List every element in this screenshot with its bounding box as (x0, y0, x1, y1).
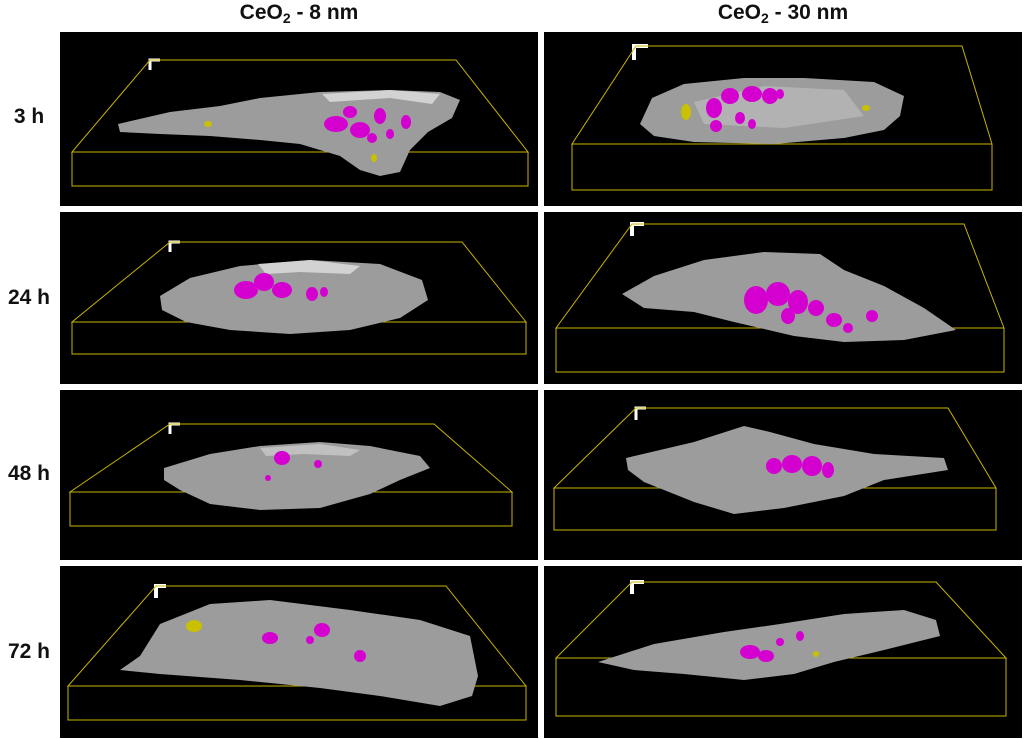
cell-render-72h-8nm (60, 566, 538, 738)
bounding-box (552, 407, 997, 531)
bounding-box (70, 59, 530, 187)
nanoparticle-aggregates (265, 451, 322, 481)
yellow-particles (681, 104, 870, 120)
row-label-48h: 48 h (7, 462, 51, 485)
nanoparticle-aggregates (744, 282, 878, 333)
axis-marker-icon (168, 240, 180, 252)
cell-render-24h-8nm (60, 212, 538, 384)
nanoparticle-aggregates (766, 455, 834, 478)
cell-ridge (258, 260, 360, 274)
bounding-box (554, 581, 1008, 717)
column-title-8nm: CeO2 - 8 nm (239, 1, 359, 26)
nanoparticle-aggregates (262, 623, 366, 662)
cell-body (160, 260, 428, 334)
axis-marker-icon (154, 584, 166, 598)
axis-marker-icon (634, 406, 646, 420)
cell-ridge (322, 90, 440, 104)
bounding-box (68, 423, 514, 527)
row-label-72h: 72 h (7, 640, 51, 663)
yellow-particles (204, 121, 377, 162)
cell-render-48h-8nm (60, 390, 538, 560)
yellow-particles (813, 651, 819, 657)
cell-render-24h-30nm (544, 212, 1022, 384)
cell-body (118, 90, 460, 176)
bounding-box (70, 241, 528, 355)
cell-body (598, 610, 940, 680)
grid-divider-vertical (538, 28, 544, 739)
nanoparticle-aggregates (234, 273, 328, 301)
bounding-box (555, 223, 1005, 373)
bounding-box (571, 45, 993, 191)
cell-render-72h-30nm (544, 566, 1022, 738)
bounding-box (66, 585, 528, 721)
cell-body (120, 600, 478, 706)
axis-marker-icon (630, 580, 644, 594)
yellow-particles (186, 620, 202, 632)
axis-marker-icon (630, 222, 644, 236)
row-label-3h: 3 h (13, 105, 45, 128)
axis-marker-icon (148, 58, 160, 70)
nanoparticle-aggregates (740, 631, 804, 662)
axis-marker-icon (168, 422, 180, 434)
cell-render-3h-8nm (60, 32, 538, 206)
row-label-24h: 24 h (7, 286, 51, 309)
cell-render-3h-30nm (544, 32, 1022, 206)
nanoparticle-aggregates (324, 106, 411, 143)
nanoparticle-aggregates (706, 86, 784, 132)
column-title-30nm: CeO2 - 30 nm (717, 1, 849, 26)
cell-body (164, 442, 430, 510)
axis-marker-icon (632, 44, 648, 60)
cell-render-48h-30nm (544, 390, 1022, 560)
